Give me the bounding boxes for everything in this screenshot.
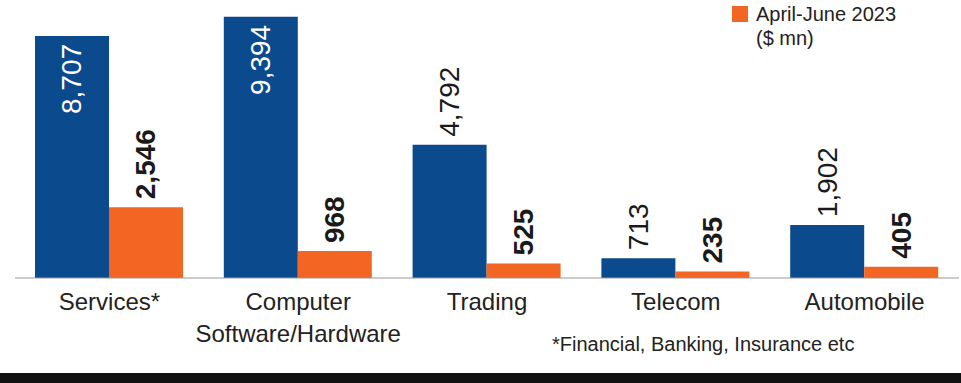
svg-text:713: 713 (623, 203, 654, 250)
svg-text:Services*: Services* (59, 288, 160, 315)
svg-text:ComputerSoftware/Hardware: ComputerSoftware/Hardware (195, 288, 400, 347)
html-text:April-June 2023: April-June 2023 (756, 3, 897, 25)
svg-text:4,792: 4,792 (434, 67, 465, 137)
html-text:*Financial, Banking, Insurance: *Financial, Banking, Insurance etc (552, 333, 855, 355)
svg-text:Telecom: Telecom (631, 288, 720, 315)
svg-text:8,707: 8,707 (57, 44, 88, 114)
svg-text:1,902: 1,902 (812, 147, 843, 217)
svg-text:968: 968 (319, 196, 350, 243)
svg-text:405: 405 (886, 212, 917, 259)
svg-text:Trading: Trading (447, 288, 527, 315)
svg-text:235: 235 (697, 217, 728, 264)
svg-text:2,546: 2,546 (131, 129, 162, 199)
svg-text:525: 525 (508, 209, 539, 256)
svg-text:9,394: 9,394 (245, 25, 276, 95)
html-text:($ mn): ($ mn) (756, 27, 814, 49)
svg-text:Automobile: Automobile (805, 288, 925, 315)
